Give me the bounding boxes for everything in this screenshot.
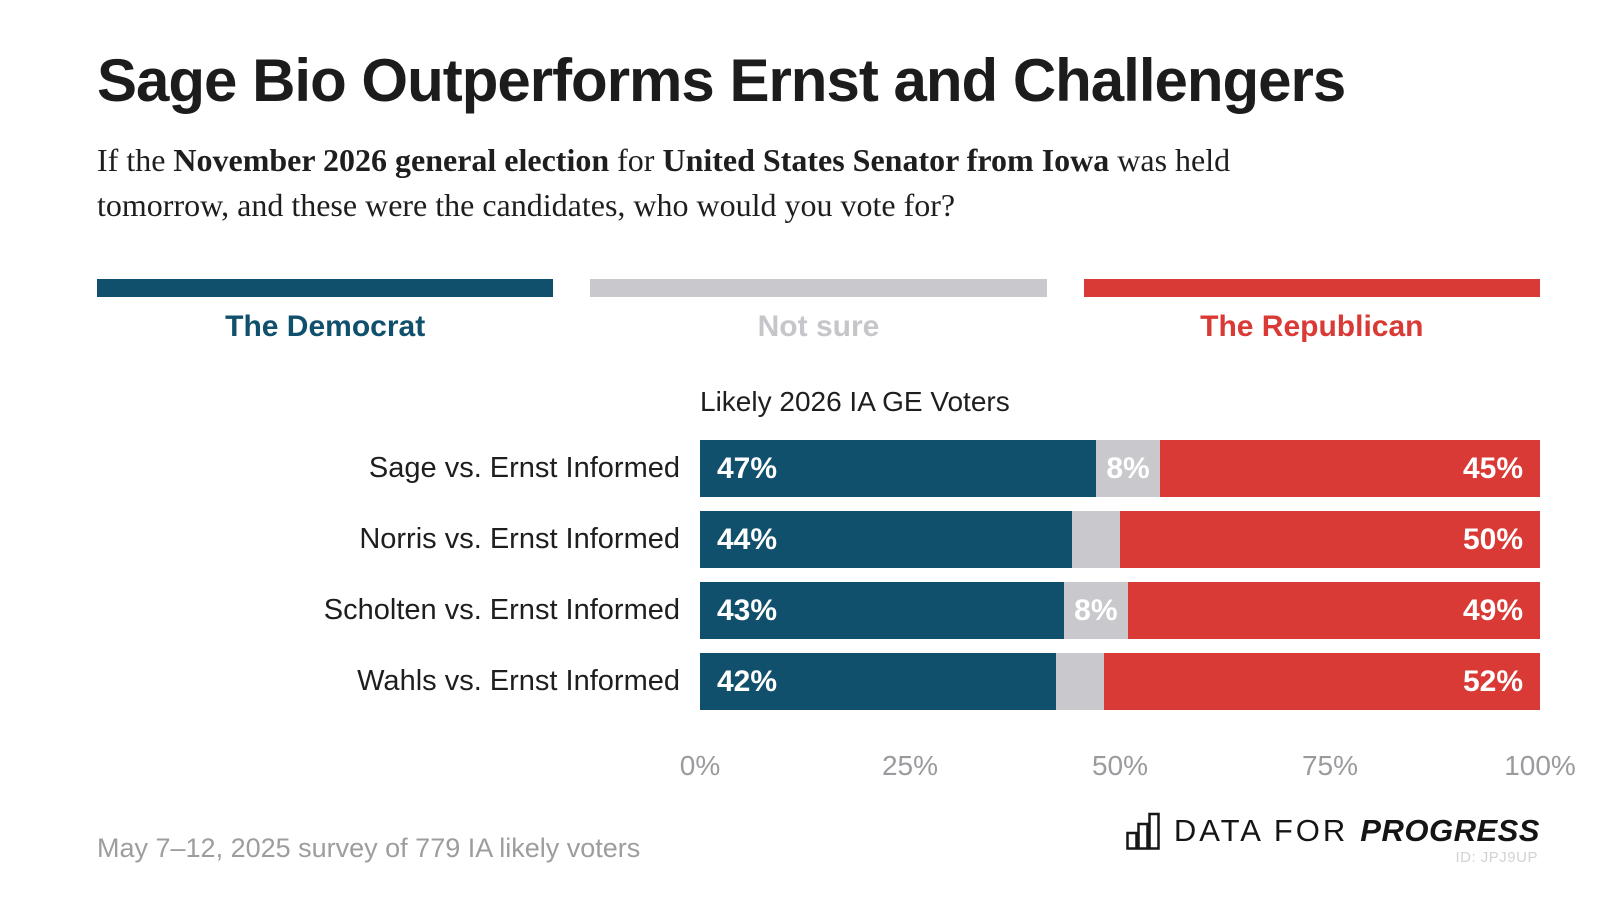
bar-segment-republican: 50% bbox=[1120, 511, 1540, 568]
bar-segment-democrat: 42% bbox=[700, 653, 1056, 710]
x-axis-tick: 50% bbox=[1091, 750, 1149, 781]
logo-text-data-for: DATA FOR bbox=[1173, 813, 1349, 848]
bar-segment-democrat: 47% bbox=[700, 440, 1096, 497]
row-label: Wahls vs. Ernst Informed bbox=[357, 665, 680, 697]
bar-segment-not-sure bbox=[1071, 511, 1120, 568]
bar-value-label: 8% bbox=[1074, 593, 1118, 627]
x-axis: 0% 25% 50% 75% 100% bbox=[680, 750, 1576, 782]
bar-segment-not-sure bbox=[1055, 653, 1104, 710]
chart-row: Scholten vs. Ernst Informed 43% 8% 49% bbox=[97, 582, 1540, 639]
stacked-bar: 42% 52% bbox=[700, 653, 1540, 710]
bar-value-label: 49% bbox=[1462, 593, 1523, 627]
legend-swatch-republican bbox=[1083, 279, 1540, 297]
subtitle-bold-office: United States Senator from Iowa bbox=[662, 142, 1110, 178]
bar-value-label: 45% bbox=[1462, 451, 1523, 485]
bar-chart: Sage vs. Ernst Informed 47% 8% 45% Norris vs… bbox=[97, 440, 1540, 724]
bar-value-label: 42% bbox=[717, 664, 778, 698]
x-axis-tick: 25% bbox=[881, 750, 939, 781]
bar-value-label: 43% bbox=[717, 593, 778, 627]
legend-label-republican: The Republican bbox=[1200, 310, 1424, 343]
row-label: Sage vs. Ernst Informed bbox=[368, 452, 680, 484]
stacked-bar: 47% 8% 45% bbox=[700, 440, 1540, 497]
subtitle-text: tomorrow, and these were the candidates,… bbox=[97, 187, 956, 224]
chart-subtitle: Likely 2026 IA GE Voters bbox=[700, 386, 1010, 417]
logo-text-progress: PROGRESS bbox=[1360, 813, 1540, 848]
x-axis-tick: 100% bbox=[1504, 750, 1576, 781]
bar-value-label: 52% bbox=[1462, 664, 1523, 698]
bar-value-label: 44% bbox=[717, 522, 778, 556]
bar-segment-not-sure: 8% bbox=[1095, 440, 1161, 497]
subtitle-bold-election: November 2026 general election bbox=[173, 142, 610, 178]
bar-segment-republican: 52% bbox=[1103, 653, 1540, 710]
bar-segment-democrat: 43% bbox=[700, 582, 1064, 639]
chart-id: ID: JPJ9UP bbox=[1455, 849, 1538, 866]
chart-row: Wahls vs. Ernst Informed 42% 52% bbox=[97, 653, 1540, 710]
bar-segment-republican: 49% bbox=[1128, 582, 1540, 639]
legend: The Democrat Not sure The Republican bbox=[97, 279, 1540, 344]
bar-value-label: 50% bbox=[1462, 522, 1523, 556]
page-title: Sage Bio Outperforms Ernst and Challenge… bbox=[97, 47, 1346, 114]
subtitle: If the November 2026 general election fo… bbox=[97, 138, 1477, 229]
chart-row: Sage vs. Ernst Informed 47% 8% 45% bbox=[97, 440, 1540, 497]
x-axis-tick: 75% bbox=[1301, 750, 1359, 781]
legend-item-not-sure: Not sure bbox=[590, 279, 1047, 344]
legend-item-democrat: The Democrat bbox=[97, 279, 554, 344]
subtitle-text: was held bbox=[1109, 142, 1231, 178]
stacked-bar: 43% 8% 49% bbox=[700, 582, 1540, 639]
bar-value-label: 47% bbox=[717, 451, 778, 485]
row-label: Norris vs. Ernst Informed bbox=[359, 523, 680, 555]
bar-segment-democrat: 44% bbox=[700, 511, 1072, 568]
subtitle-text: for bbox=[609, 142, 663, 178]
legend-label-not-sure: Not sure bbox=[757, 310, 880, 343]
legend-item-republican: The Republican bbox=[1083, 279, 1540, 344]
bar-segment-republican: 45% bbox=[1160, 440, 1540, 497]
bar-chart-icon bbox=[1126, 812, 1160, 850]
subtitle-text: If the bbox=[97, 142, 174, 178]
legend-swatch-democrat bbox=[97, 279, 554, 297]
row-label: Scholten vs. Ernst Informed bbox=[323, 594, 680, 626]
chart-row: Norris vs. Ernst Informed 44% 50% bbox=[97, 511, 1540, 568]
legend-swatch-not-sure bbox=[590, 279, 1047, 297]
survey-note: May 7–12, 2025 survey of 779 IA likely v… bbox=[97, 833, 641, 863]
x-axis-tick: 0% bbox=[679, 750, 721, 781]
bar-value-label: 8% bbox=[1106, 451, 1150, 485]
data-for-progress-logo: DATA FOR PROGRESS bbox=[1126, 812, 1540, 850]
stacked-bar: 44% 50% bbox=[700, 511, 1540, 568]
legend-label-democrat: The Democrat bbox=[225, 310, 426, 343]
bar-segment-not-sure: 8% bbox=[1063, 582, 1129, 639]
